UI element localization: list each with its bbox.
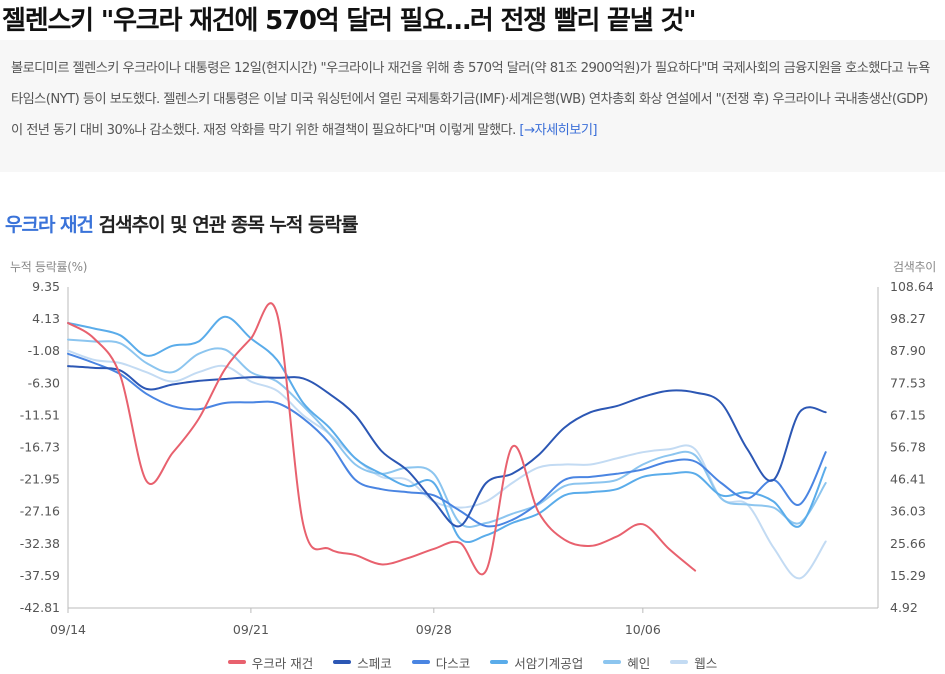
left-y-tick-label: -11.51 [20,407,60,422]
series-line-4 [67,315,827,543]
legend-item-5[interactable]: 혜인 [603,652,650,672]
chart-title-rest: 검색추이 및 연관 종목 누적 등락률 [93,214,359,236]
article-summary: 볼로디미르 젤렌스키 우크라이나 대통령은 12일(현지시간) "우크라이나 재… [0,40,945,172]
x-tick-label: 09/21 [233,622,269,637]
legend-label: 서암기계공업 [514,655,584,671]
legend-item-2[interactable]: 스페코 [333,652,392,672]
left-y-tick-label: -1.08 [28,343,60,358]
right-y-tick-label: 25.66 [890,536,926,551]
legend-label: 우크라 재건 [251,655,314,671]
line-chart: 9.35 4.13 -1.08 -6.30 -11.51 -16.73 -21.95 -27.… [20,279,934,637]
right-y-tick-label: 4.92 [890,600,918,615]
x-tick-label: 09/28 [416,622,452,637]
left-y-tick-label: -27.16 [20,504,60,519]
legend-label: 스페코 [357,655,392,671]
x-tick-label: 10/06 [625,622,661,637]
legend-swatch [603,660,622,664]
left-y-tick-label: 9.35 [32,279,60,294]
legend-label: 웹스 [694,655,718,671]
legend-swatch [670,660,689,664]
chart-series [67,302,827,580]
legend-swatch [411,660,430,664]
chart-title: 우크라 재건 검색추이 및 연관 종목 누적 등락률 [5,210,359,240]
article-headline: 젤렌스키 "우크라 재건에 570억 달러 필요…러 전쟁 빨리 끝낼 것" [2,6,697,36]
right-y-tick-label: 56.78 [890,440,926,455]
legend-swatch [227,660,246,664]
legend-item-4[interactable]: 서암기계공업 [490,652,583,672]
left-axis-caption: 누적 등락률(%) [10,260,88,274]
series-line-3 [67,352,827,528]
legend-swatch [333,660,352,664]
right-y-tick-label: 36.03 [890,504,926,519]
series-line-2 [67,365,827,528]
right-y-tick-label: 46.41 [890,472,926,487]
legend-item-6[interactable]: 웹스 [670,652,717,672]
series-line-5 [67,338,827,528]
read-more-link[interactable]: [→자세히보기] [519,123,598,138]
legend-label: 다스코 [435,655,471,671]
legend-item-1[interactable]: 우크라 재건 [227,652,314,672]
left-y-tick-label: -37.59 [20,568,60,583]
legend-label: 혜인 [627,655,651,671]
series-line-1 [67,302,697,575]
legend-swatch [490,660,509,664]
left-y-tick-label: -21.95 [20,472,60,487]
article-summary-text: 볼로디미르 젤렌스키 우크라이나 대통령은 12일(현지시간) "우크라이나 재… [11,61,930,138]
left-y-tick-label: -42.81 [20,600,60,615]
chart-axes: 9.35 4.13 -1.08 -6.30 -11.51 -16.73 -21.95 -27.… [20,279,934,637]
right-y-tick-label: 15.29 [890,568,926,583]
left-y-tick-label: 4.13 [32,311,60,326]
right-y-tick-label: 108.64 [890,279,934,294]
chart-legend: 우크라 재건 스페코 다스코 서암기계공업 혜인 웹스 [0,652,945,672]
left-y-tick-label: -16.73 [20,440,60,455]
right-y-tick-label: 77.53 [890,375,926,390]
left-y-tick-label: -6.30 [28,375,60,390]
right-y-tick-label: 67.15 [890,407,926,422]
chart-title-keyword: 우크라 재건 [5,214,94,236]
series-line-6 [67,349,827,580]
right-y-tick-label: 98.27 [890,311,926,326]
legend-item-3[interactable]: 다스코 [411,652,471,672]
left-y-tick-label: -32.38 [20,536,60,551]
right-y-tick-label: 87.90 [890,343,926,358]
x-tick-label: 09/14 [50,622,86,637]
right-axis-caption: 검색추이 [893,260,936,274]
